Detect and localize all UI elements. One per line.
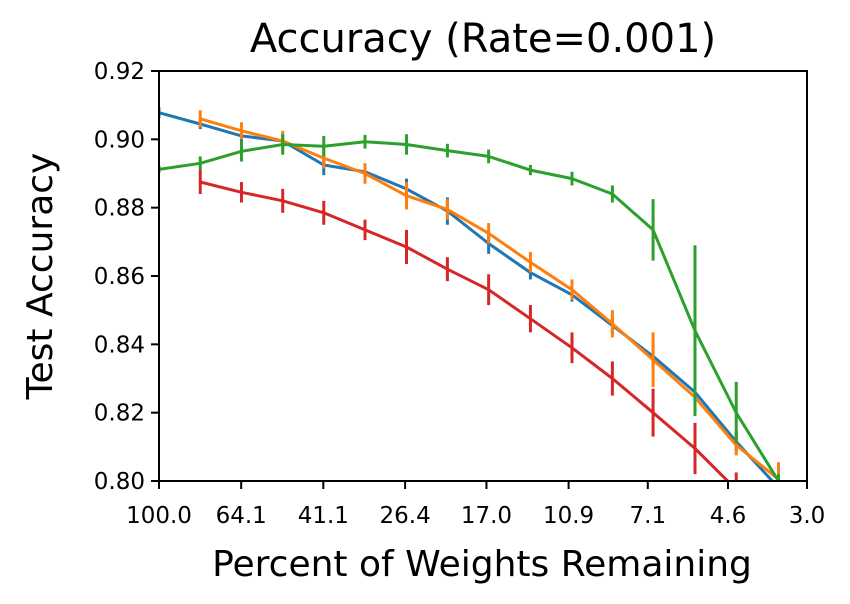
series-1 (159, 107, 775, 481)
y-axis: 0.80 0.82 0.84 0.86 0.88 0.90 0.92 (94, 59, 159, 495)
series-line (159, 111, 775, 481)
x-tick-label: 41.1 (298, 503, 349, 529)
x-tick-label: 4.6 (710, 503, 747, 529)
x-tick-label: 7.1 (630, 503, 667, 529)
series-line (199, 180, 730, 481)
x-tick-label: 17.0 (461, 503, 512, 529)
y-tick-label: 0.86 (94, 264, 145, 290)
y-tick-label: 0.90 (94, 127, 145, 153)
series-layer (159, 107, 781, 481)
x-axis-label: Percent of Weights Remaining (212, 544, 752, 585)
y-axis-label: Test Accuracy (20, 153, 61, 401)
y-tick-label: 0.82 (94, 401, 145, 427)
x-tick-label: 100.0 (126, 503, 192, 529)
chart-title: Accuracy (Rate=0.001) (250, 16, 716, 62)
x-tick-label: 26.4 (380, 503, 431, 529)
series-line (159, 140, 780, 481)
x-tick-label: 3.0 (789, 503, 826, 529)
plot-frame (158, 70, 808, 482)
series-4 (198, 170, 738, 481)
y-tick-label: 0.88 (94, 196, 145, 222)
y-tick-label: 0.84 (94, 332, 145, 358)
y-tick-label: 0.92 (94, 59, 145, 85)
x-tick-label: 10.9 (543, 503, 594, 529)
series-3 (159, 134, 781, 481)
y-tick-label: 0.80 (94, 469, 145, 495)
x-axis: 100.0 64.1 41.1 26.4 17.0 10.9 7.1 4.6 3.0 (126, 481, 825, 529)
x-tick-label: 64.1 (216, 503, 267, 529)
